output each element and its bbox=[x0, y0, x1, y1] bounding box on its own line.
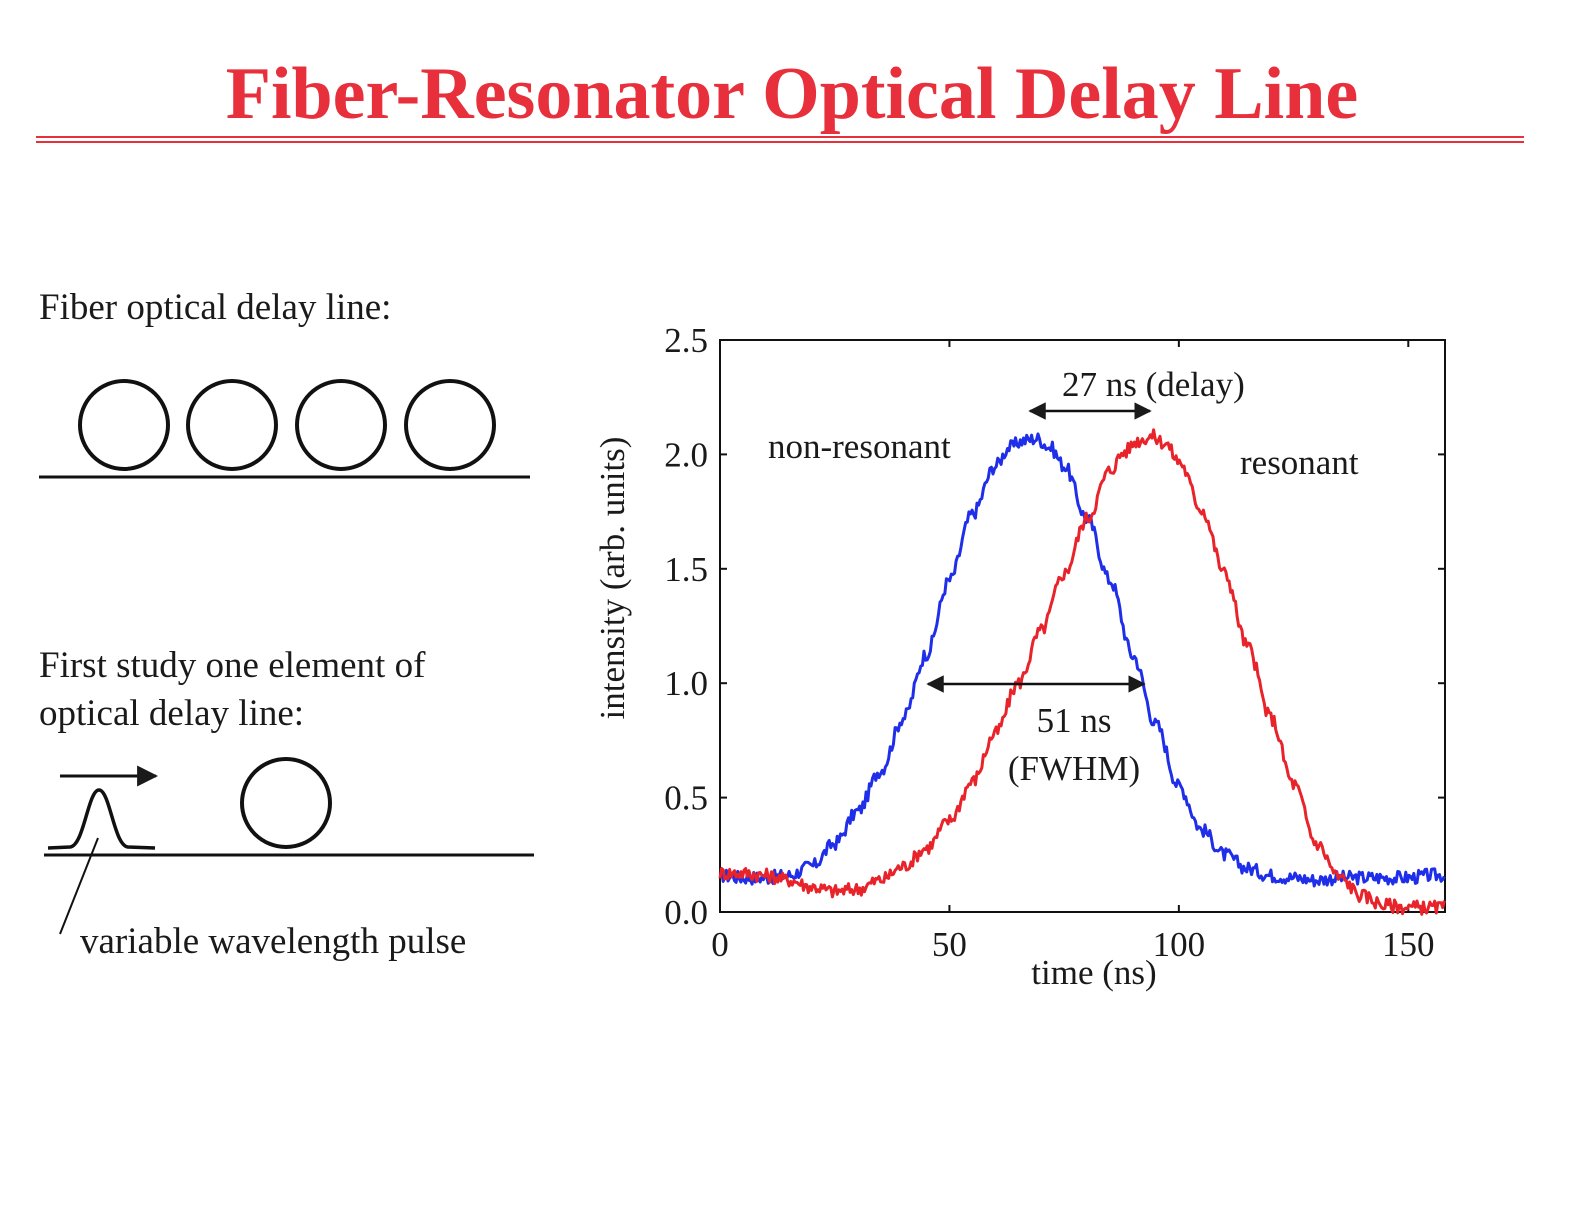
first-study-heading-line1: First study one element of bbox=[39, 645, 426, 686]
x-tick-label: 0 bbox=[711, 925, 729, 964]
y-tick-label: 2.0 bbox=[664, 435, 708, 474]
ring-resonator-1 bbox=[78, 379, 170, 471]
data-series bbox=[718, 428, 1446, 916]
ring-resonator-3 bbox=[295, 379, 387, 471]
y-tick-label: 0.0 bbox=[664, 893, 708, 932]
y-tick-label: 1.5 bbox=[664, 550, 708, 589]
pulse-label-pointer bbox=[59, 837, 99, 935]
fiber-delay-line-diagram bbox=[39, 379, 530, 479]
pulse-shape bbox=[47, 788, 156, 850]
y-tick-label: 2.5 bbox=[664, 321, 708, 360]
single-element-diagram bbox=[44, 757, 534, 935]
first-study-heading-line2: optical delay line: bbox=[39, 693, 305, 734]
y-tick-label: 0.5 bbox=[664, 779, 708, 818]
page-title: Fiber-Resonator Optical Delay Line bbox=[225, 53, 1359, 135]
y-tick-label: 1.0 bbox=[664, 664, 708, 703]
resonant-label: resonant bbox=[1240, 443, 1359, 482]
ring-resonator-4 bbox=[404, 379, 496, 471]
pulse-label: variable wavelength pulse bbox=[80, 921, 467, 962]
x-tick-label: 150 bbox=[1382, 925, 1435, 964]
x-tick-label: 100 bbox=[1153, 925, 1206, 964]
fwhm-value-label: 51 ns bbox=[1037, 701, 1112, 740]
fwhm-label: (FWHM) bbox=[1008, 749, 1140, 788]
series-line-non-resonant bbox=[719, 432, 1446, 888]
title-underline-bottom bbox=[36, 141, 1524, 143]
ring-resonator-2 bbox=[186, 379, 278, 471]
series-line-resonant bbox=[718, 428, 1446, 916]
x-tick-label: 50 bbox=[932, 925, 967, 964]
single-ring-resonator bbox=[240, 757, 332, 849]
delay-label: 27 ns (delay) bbox=[1062, 365, 1245, 404]
x-axis-label: time (ns) bbox=[1031, 953, 1156, 992]
plot-frame bbox=[719, 339, 1446, 913]
axis-ticks: 0 50 100 150 0.0 0.5 1.0 1.5 2.0 2.5 bbox=[664, 321, 1445, 964]
chart: 0 50 100 150 0.0 0.5 1.0 1.5 2.0 2.5 time (ns) in… bbox=[593, 321, 1446, 992]
y-axis-label: intensity (arb. units) bbox=[593, 437, 632, 720]
fiber-delay-heading: Fiber optical delay line: bbox=[39, 287, 392, 328]
nonresonant-label: non-resonant bbox=[768, 427, 951, 466]
title-underline-top bbox=[36, 136, 1524, 138]
